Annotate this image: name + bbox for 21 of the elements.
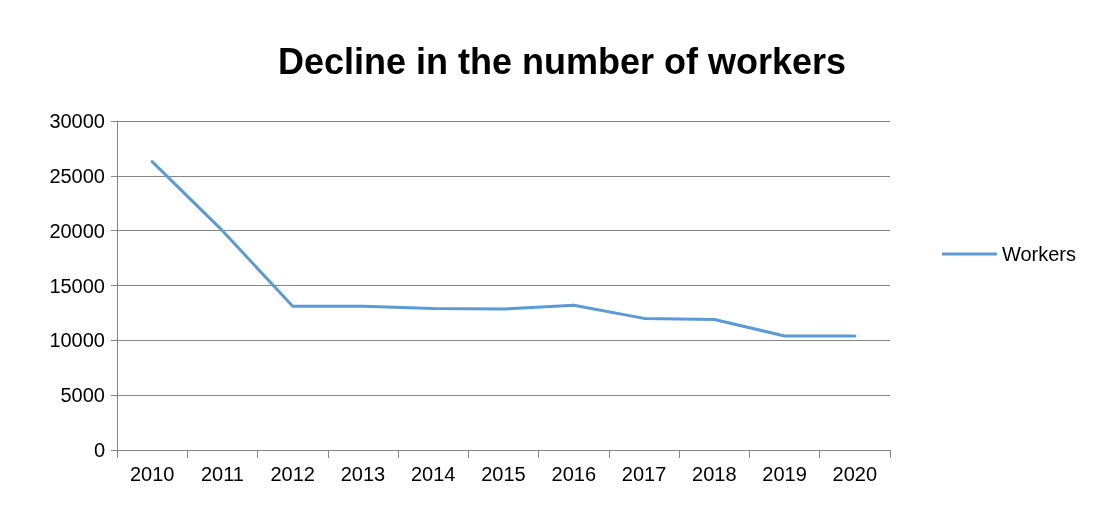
y-tick-label: 20000 <box>49 219 105 242</box>
y-tick-label: 30000 <box>49 110 105 132</box>
y-tick-label: 15000 <box>49 274 105 297</box>
x-tick-label: 2020 <box>832 463 878 485</box>
x-tick-label: 2011 <box>200 463 244 485</box>
y-tick-label: 0 <box>93 439 105 461</box>
x-tick-label: 2015 <box>481 463 526 485</box>
x-tick-label: 2012 <box>270 463 315 485</box>
line-series <box>150 160 857 338</box>
x-tick-label: 2017 <box>621 463 667 485</box>
x-tick-label: 2010 <box>129 463 175 485</box>
y-tick-label: 10000 <box>49 329 105 352</box>
chart-title: Decline in the number of workers <box>277 40 847 82</box>
x-tick-label: 2014 <box>410 463 456 485</box>
legend-label: Workers <box>1001 243 1077 265</box>
y-tick-label: 25000 <box>49 164 105 187</box>
x-tick-label: 2019 <box>762 463 807 485</box>
x-tick-label: 2018 <box>692 463 737 485</box>
x-tick-label: 2013 <box>340 463 386 485</box>
x-tick-label: 2016 <box>551 463 597 485</box>
y-tick-label: 5000 <box>60 384 105 407</box>
